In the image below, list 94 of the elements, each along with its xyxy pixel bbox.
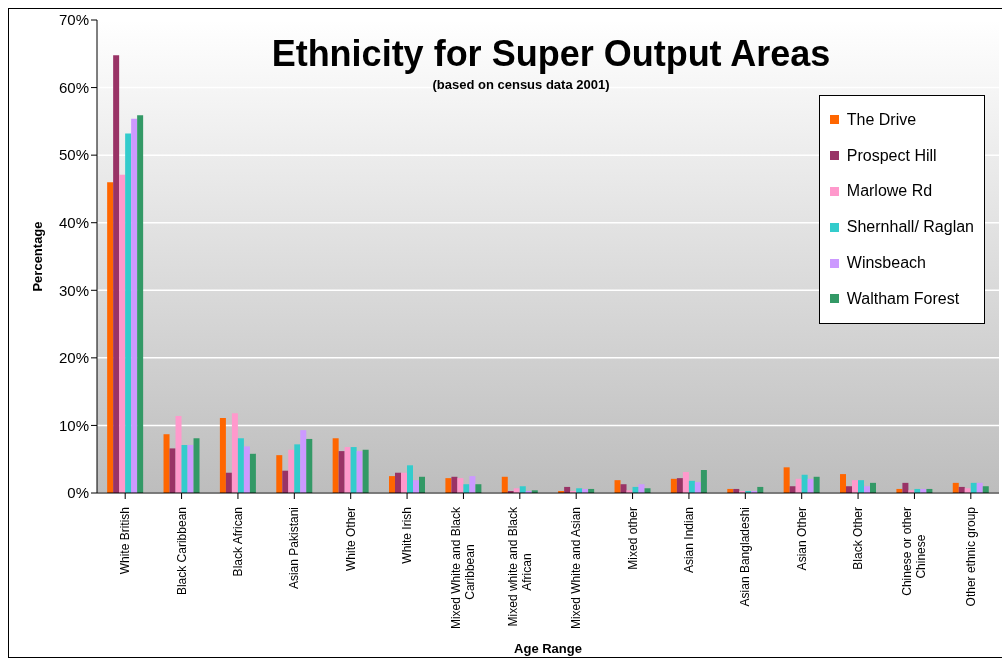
bar <box>475 484 482 493</box>
bar <box>219 418 226 493</box>
chart-title: Ethnicity for Super Output Areas <box>270 33 832 75</box>
bar <box>501 476 508 493</box>
bar <box>807 478 814 493</box>
bar <box>670 478 677 493</box>
legend-label: Shernhall/ Raglan <box>846 218 974 237</box>
bar <box>676 478 683 493</box>
bar <box>163 434 170 493</box>
bar <box>457 478 464 493</box>
x-tick-label: Mixed White and Asian <box>569 507 584 630</box>
bar <box>783 467 790 493</box>
bar <box>300 430 307 493</box>
y-tick-label: 50% <box>58 146 89 164</box>
x-tick-label: Mixed white and Black African <box>505 506 534 627</box>
bar <box>407 465 414 493</box>
legend-label: Winsbeach <box>846 254 926 273</box>
bar <box>131 118 138 493</box>
bar <box>614 480 621 493</box>
x-tick-label: Mixed other <box>625 507 640 570</box>
y-tick-label: 40% <box>58 214 89 232</box>
bar <box>107 182 114 493</box>
bar <box>451 476 458 493</box>
bar <box>852 480 859 493</box>
bar <box>332 438 339 493</box>
bar <box>282 470 289 493</box>
bar <box>119 174 126 493</box>
bar <box>688 480 695 493</box>
x-tick-label: Asian Bangladeshi <box>738 507 753 607</box>
bar <box>445 478 452 493</box>
y-tick-label: 60% <box>58 78 89 96</box>
x-tick-label: White British <box>118 507 133 575</box>
bar <box>362 449 369 493</box>
y-tick-label: 10% <box>58 416 89 434</box>
bar <box>813 476 820 493</box>
legend-label: Waltham Forest <box>846 289 960 308</box>
x-axis-title: Age Range <box>514 641 582 656</box>
bar <box>795 478 802 493</box>
x-tick-label: Asian Indian <box>681 507 696 574</box>
bar <box>306 438 313 493</box>
bar <box>137 115 144 493</box>
bar <box>288 449 295 493</box>
x-tick-label: Asian Other <box>794 507 809 571</box>
y-tick-label: 0% <box>67 484 89 502</box>
bar <box>125 133 132 493</box>
bar <box>344 447 351 493</box>
bar <box>463 484 470 493</box>
bar <box>225 472 232 493</box>
bar <box>181 445 188 493</box>
legend-label: The Drive <box>846 110 917 129</box>
bar <box>469 476 476 493</box>
bar <box>395 472 402 493</box>
bar <box>113 55 120 493</box>
bar <box>187 445 194 493</box>
bar <box>169 448 176 493</box>
bar <box>389 476 396 493</box>
bar <box>682 472 689 493</box>
x-tick-label: Black African <box>230 507 245 577</box>
x-tick-label: Black Other <box>851 507 866 570</box>
bar <box>413 480 420 493</box>
bar <box>193 438 200 493</box>
x-tick-label: White Irish <box>400 507 415 564</box>
text: (based on census data 2001) <box>431 77 611 92</box>
y-tick-label: 20% <box>58 349 89 367</box>
bar <box>175 415 182 493</box>
y-tick-label: 70% <box>58 11 89 29</box>
bar <box>801 474 808 493</box>
bar <box>858 480 865 493</box>
bar <box>638 484 645 493</box>
x-tick-label: Chinese or other Chinese <box>900 507 929 596</box>
bar <box>350 447 357 493</box>
bar <box>419 476 426 493</box>
bar <box>243 446 250 493</box>
bar <box>294 444 301 493</box>
x-tick-label: Mixed White and Black Caribbean <box>449 506 478 630</box>
bar <box>840 474 847 493</box>
x-tick-label: Asian Pakistani <box>287 507 302 590</box>
y-axis-title: Percentage <box>29 221 45 292</box>
y-tick-label: 30% <box>58 281 89 299</box>
bar <box>276 455 283 493</box>
bar <box>700 470 707 493</box>
x-tick-label: Other ethnic group <box>963 506 978 607</box>
bar <box>620 484 627 493</box>
bar <box>356 451 363 493</box>
x-tick-label: Black Caribbean <box>174 507 189 596</box>
bar <box>231 413 238 493</box>
bar <box>401 472 408 493</box>
bar <box>249 453 256 493</box>
legend-label: Marlowe Rd <box>846 182 933 201</box>
bar <box>338 451 345 493</box>
bar <box>237 438 244 493</box>
bar <box>694 482 701 493</box>
x-tick-label: White Other <box>343 507 358 572</box>
legend-label: Prospect Hill <box>846 146 937 165</box>
